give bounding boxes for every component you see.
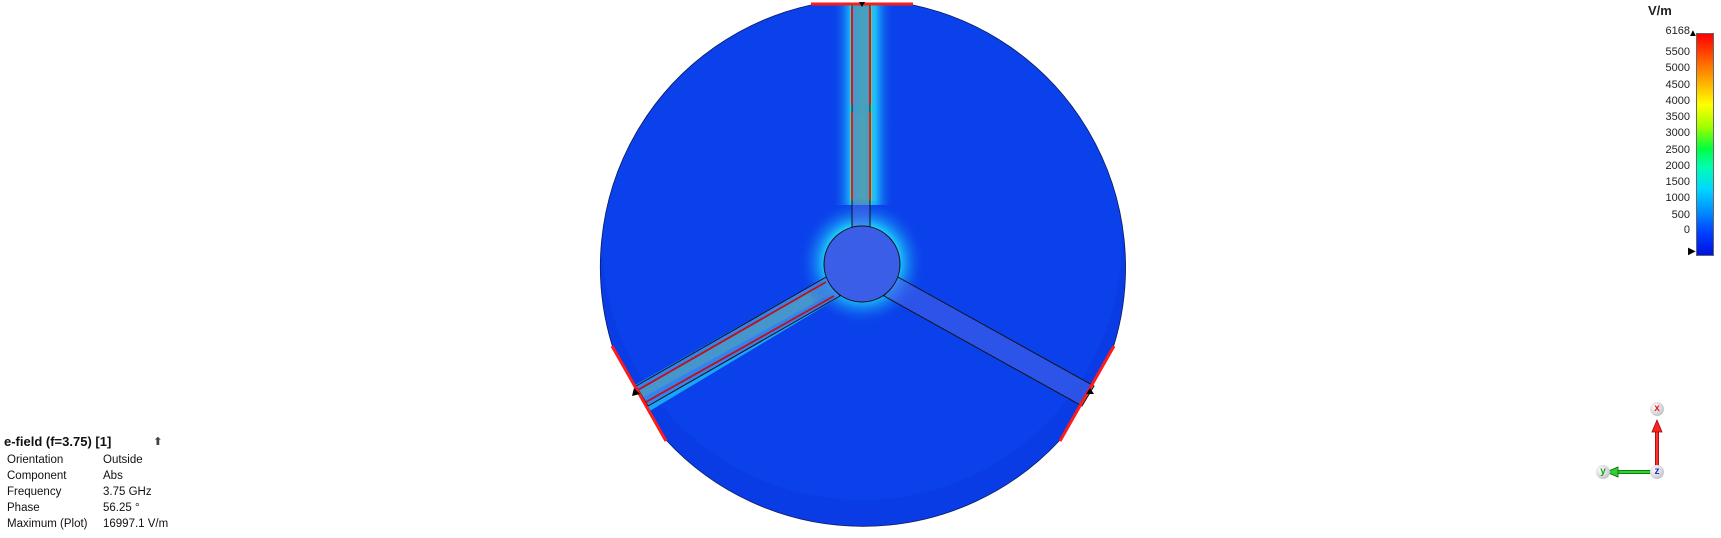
axis-z-label: z [1650,465,1664,479]
info-panel: e-field (f=3.75) [1] ⬆ Orientation Outsid… [4,434,204,532]
legend-color-bar [1696,33,1714,256]
axis-x-label: x [1650,402,1664,416]
left-arm-hot-edges [637,281,835,403]
info-title: e-field (f=3.75) [1] [4,434,112,449]
legend-tick-label: 6168 [1665,25,1690,37]
color-legend: V/m ▲ ▶ 6168 5500 5000 4500 4000 3500 3000 2500… [1640,0,1721,270]
axis-y-label: y [1596,465,1610,479]
legend-tick-label: 4500 [1665,79,1690,91]
legend-tick-label: 3500 [1665,111,1690,123]
collapse-chevron-icon[interactable]: ⬆ [153,436,163,448]
info-title-row: e-field (f=3.75) [1] ⬆ [4,434,204,449]
info-row: Component Abs [7,470,123,482]
legend-tick-label: 5000 [1665,62,1690,74]
legend-tick-label: 4000 [1665,95,1690,107]
legend-tick-label: 1000 [1665,192,1690,204]
info-row: Maximum (Plot) 16997.1 V/m [7,518,169,530]
legend-unit: V/m [1648,3,1672,18]
legend-tick-label: 3000 [1665,127,1690,139]
triad-arrows [1604,418,1663,478]
legend-tick-label: 500 [1671,209,1690,221]
legend-tick-label: 1500 [1665,176,1690,188]
top-arm-hot-edges [851,8,871,200]
legend-min-arrow-icon: ▶ [1688,246,1696,257]
info-row: Orientation Outside [7,454,143,466]
disc-outline [599,4,1126,527]
info-row: Phase 56.25 ° [7,502,140,514]
legend-tick-label: 5500 [1665,46,1690,58]
legend-tick-label: 2500 [1665,144,1690,156]
legend-max-arrow-icon: ▲ [1688,28,1698,39]
legend-tick-label: 2000 [1665,160,1690,172]
info-row: Frequency 3.75 GHz [7,486,152,498]
legend-tick-label: 0 [1683,224,1690,236]
axis-triad[interactable]: x y z [1590,402,1670,486]
center-hub [823,225,901,303]
port-markers [632,2,1094,396]
